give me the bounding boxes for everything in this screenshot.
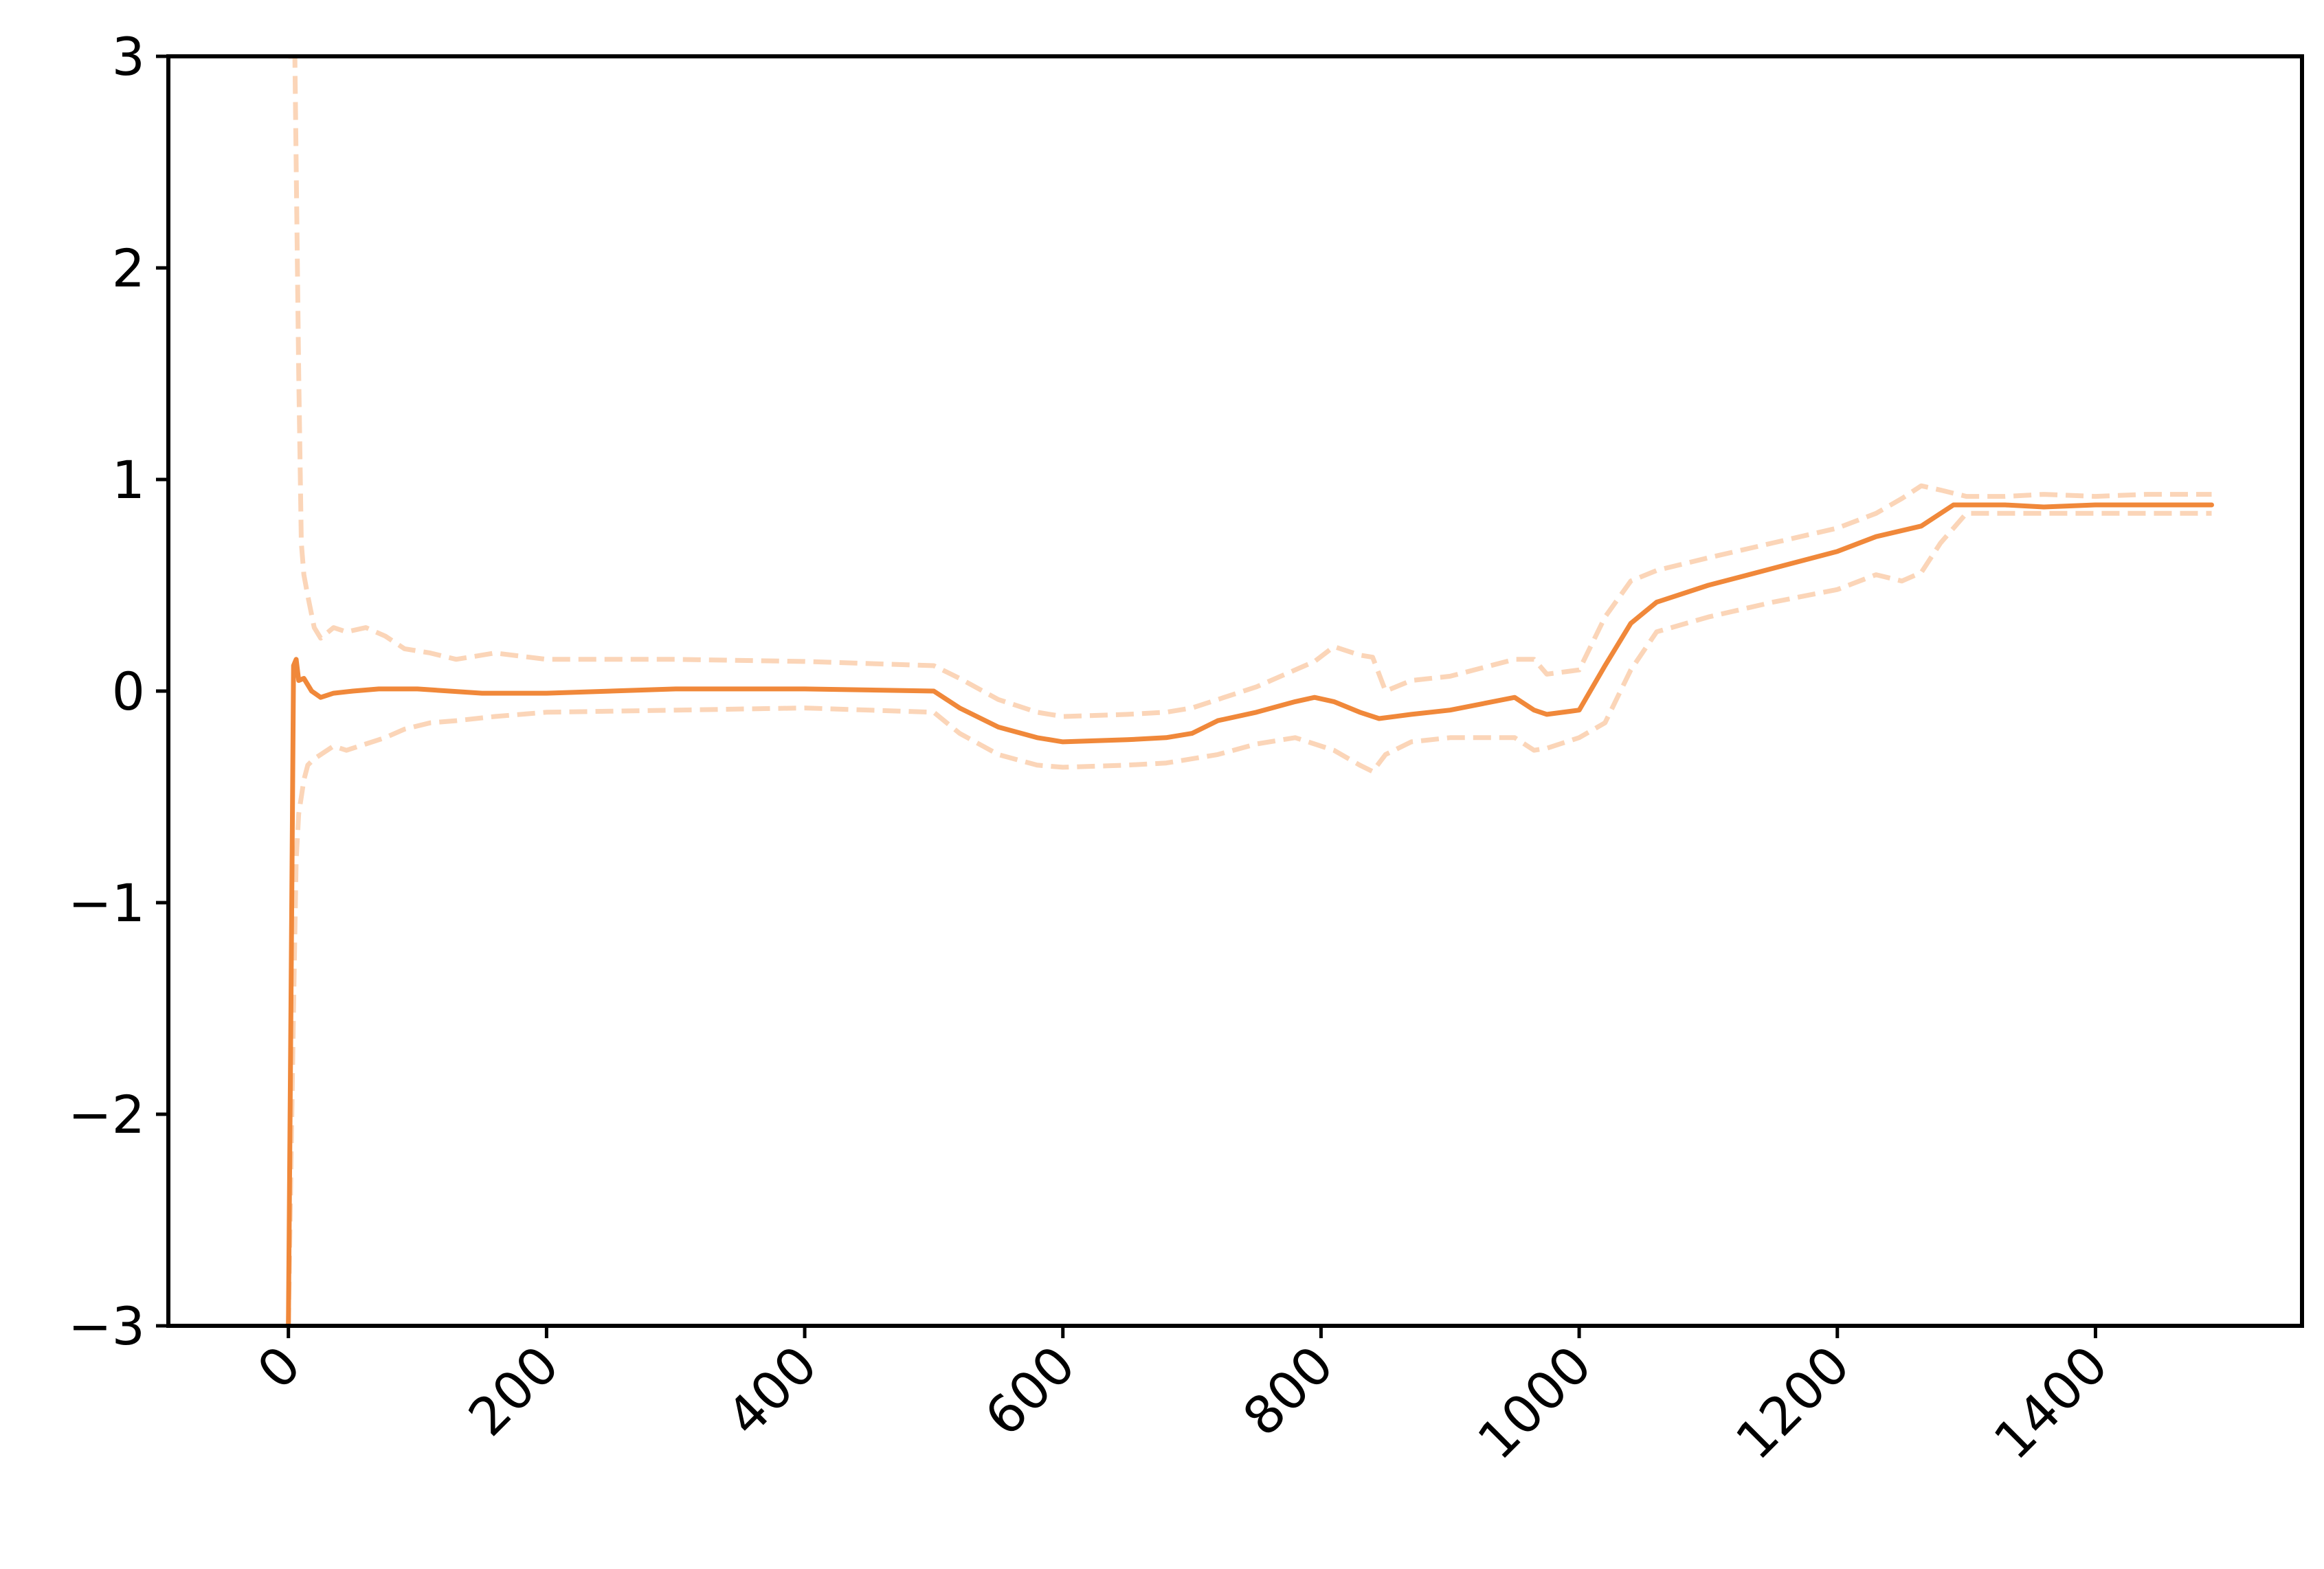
y-tick-label: 2 bbox=[112, 238, 145, 299]
y-tick-label: −2 bbox=[68, 1084, 145, 1145]
y-tick-label: 1 bbox=[112, 449, 145, 510]
y-tick-label: −3 bbox=[68, 1296, 145, 1357]
y-tick-label: −1 bbox=[68, 872, 145, 934]
y-tick-label: 3 bbox=[112, 26, 145, 87]
y-tick-label: 0 bbox=[112, 661, 145, 722]
